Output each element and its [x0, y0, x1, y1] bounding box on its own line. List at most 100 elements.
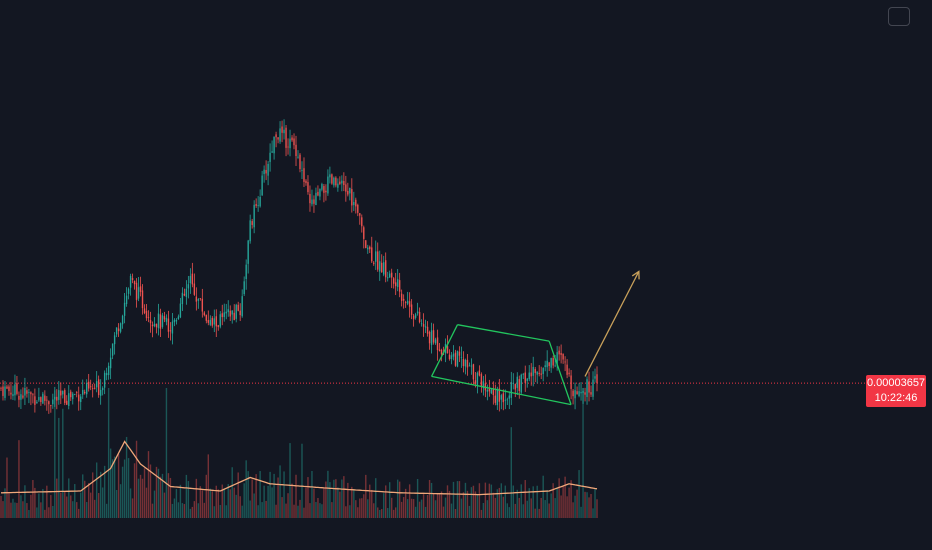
candle-body — [552, 358, 554, 366]
candle-body — [66, 400, 68, 405]
candle-body — [117, 328, 120, 332]
volume-bar — [277, 477, 279, 518]
volume-bar — [500, 483, 503, 518]
candle-body — [243, 281, 245, 295]
candle-body — [542, 368, 544, 374]
candle — [556, 345, 558, 371]
volume-bar — [229, 489, 231, 518]
volume-bar — [504, 485, 507, 518]
candle — [349, 187, 351, 201]
volume-bar — [82, 474, 84, 518]
candle — [62, 390, 64, 399]
candle — [544, 360, 546, 372]
candle-body — [105, 373, 108, 376]
volume-bar — [387, 508, 389, 518]
volume-bar — [518, 497, 520, 518]
candle — [516, 372, 518, 396]
candle — [530, 363, 532, 386]
candle-body — [512, 383, 514, 385]
candle-body — [560, 352, 562, 355]
volume-bar — [480, 509, 483, 518]
volume-bar — [343, 476, 345, 518]
volume-bar — [107, 388, 110, 518]
candle-body — [135, 282, 138, 300]
volume-bar — [458, 481, 461, 518]
candle-body — [48, 401, 50, 405]
projection-arrow-line[interactable] — [584, 271, 640, 377]
candle-body — [307, 182, 309, 193]
candle — [548, 361, 550, 371]
volume-bar — [371, 489, 373, 518]
volume-bar — [329, 482, 331, 518]
volume-bar — [169, 477, 172, 518]
volume-bar — [301, 443, 303, 518]
trend-drawings[interactable] — [430, 270, 640, 406]
candle — [307, 175, 309, 195]
candle-body — [89, 386, 92, 388]
candle-body — [392, 278, 395, 284]
channel-edge[interactable] — [430, 324, 459, 377]
candle — [219, 311, 221, 329]
volume-bar — [478, 483, 481, 518]
volume-bar — [325, 481, 327, 518]
candle — [596, 366, 598, 392]
volume-bar — [321, 504, 323, 518]
candle-body — [578, 391, 580, 396]
volume-bar — [398, 481, 401, 518]
volume-bar — [111, 459, 114, 518]
candle-body — [584, 392, 586, 395]
candle — [586, 376, 588, 405]
candle-body — [442, 353, 445, 355]
candle-body — [235, 304, 237, 319]
volume-bar — [404, 488, 407, 518]
candle-body — [562, 353, 564, 360]
volume-bar — [482, 502, 485, 518]
candle-body — [163, 316, 166, 320]
candle-body — [46, 399, 48, 401]
candle-body — [247, 240, 249, 264]
candle-body — [199, 298, 202, 300]
channel-trendline[interactable] — [431, 375, 572, 406]
volume-bar — [335, 479, 337, 518]
candle — [317, 185, 319, 197]
candle-body — [151, 324, 154, 327]
candle-body — [329, 174, 331, 178]
candle-body — [369, 246, 371, 250]
channel-trendline[interactable] — [457, 324, 550, 342]
candle-body — [50, 405, 52, 407]
candle-body — [390, 272, 393, 278]
volume-bar — [177, 502, 180, 518]
candle — [568, 368, 570, 377]
candle-body — [436, 337, 439, 350]
candle — [28, 389, 30, 404]
candle — [438, 343, 441, 352]
volume-bar — [319, 503, 321, 518]
volume-bar — [159, 476, 162, 518]
candle-body — [518, 379, 520, 391]
candle-body — [524, 372, 526, 383]
volume-bar — [64, 491, 66, 518]
candle-body — [546, 360, 548, 368]
chart-settings-button[interactable] — [888, 7, 910, 26]
volume-bar — [34, 487, 36, 518]
candle-body — [313, 199, 315, 204]
volume-bar — [153, 490, 156, 518]
volume-bar — [590, 494, 592, 518]
candle-body — [396, 279, 399, 287]
candle — [251, 218, 253, 229]
candle-body — [430, 330, 433, 345]
candle — [560, 344, 562, 364]
candle — [227, 300, 229, 317]
volume-bar — [353, 489, 355, 518]
candle-body — [325, 190, 327, 193]
volume-bar — [219, 504, 221, 518]
volume-bar — [355, 500, 357, 518]
candle — [117, 323, 120, 337]
volume-bar — [400, 501, 403, 518]
candle — [534, 366, 536, 383]
volume-bar — [209, 488, 211, 518]
candle — [476, 371, 479, 394]
volume-bar — [215, 485, 217, 518]
channel-edge[interactable] — [548, 340, 572, 405]
